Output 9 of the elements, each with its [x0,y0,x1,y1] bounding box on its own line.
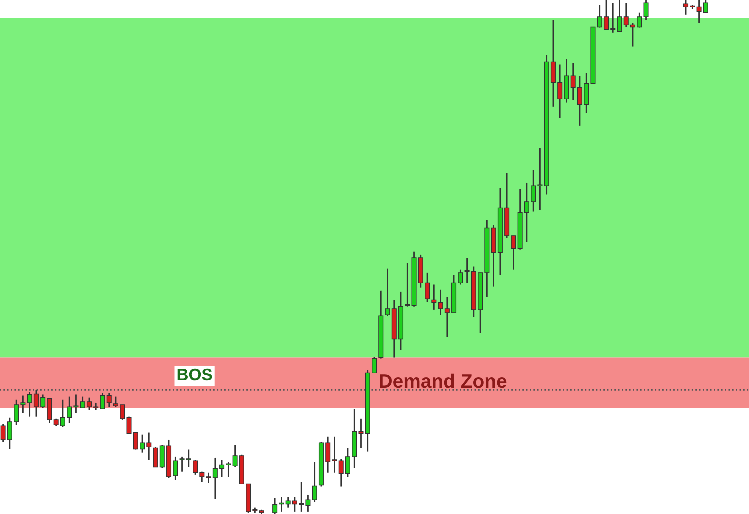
candlestick [312,461,318,503]
ref-line-label: BOS [178,368,212,381]
candlestick [272,497,278,514]
band-label: Demand Zone [380,374,507,388]
candlestick [279,496,284,513]
candlestick [432,284,437,311]
candlestick [405,262,410,308]
candlestick [644,0,649,21]
candlestick [106,392,112,408]
